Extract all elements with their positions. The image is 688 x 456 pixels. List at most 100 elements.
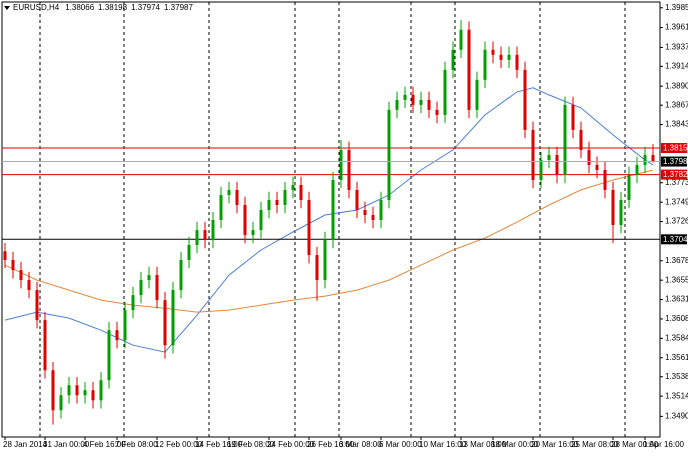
candle-body — [563, 104, 567, 175]
y-tick-label: 1.39140 — [665, 61, 688, 70]
chart-header: EURUSD,H4 1.38066 1.38198 1.37974 1.37987 — [13, 3, 193, 12]
candle — [451, 41, 455, 79]
candle — [467, 21, 471, 119]
candle-body — [51, 370, 55, 411]
x-tick-label: 10 Mar 16:00 — [419, 440, 467, 449]
candle — [267, 191, 271, 219]
candle-body — [187, 245, 191, 261]
moving-average — [4, 169, 654, 313]
candle-body — [611, 189, 615, 226]
candle-body — [491, 49, 495, 55]
period-separators — [39, 2, 626, 437]
level-label: 1.37829 — [663, 170, 688, 179]
candle — [195, 221, 199, 254]
candle — [435, 101, 439, 124]
plot-frame — [1, 1, 661, 438]
candle — [611, 181, 615, 244]
y-tick-label: 1.37730 — [665, 178, 688, 187]
candle — [315, 246, 319, 301]
candle-body — [43, 320, 47, 371]
candle-body — [451, 49, 455, 70]
candle — [3, 243, 7, 269]
candle-body — [179, 260, 183, 291]
candle — [235, 181, 239, 214]
y-tick-label: 1.35845 — [665, 333, 688, 342]
candle — [243, 196, 247, 244]
candle — [515, 46, 519, 79]
candle — [227, 181, 231, 204]
candle — [19, 261, 23, 289]
candle-body — [435, 109, 439, 115]
candle-body — [227, 189, 231, 195]
candle-body — [251, 230, 255, 236]
y-tick-label: 1.35145 — [665, 391, 688, 400]
candle-body — [475, 79, 479, 110]
candle-body — [651, 155, 655, 162]
candle-body — [323, 240, 327, 281]
candle — [339, 139, 343, 189]
x-tick-label: 31 Jan 00:00 — [43, 440, 90, 449]
x-tick-label: 28 Mar 00:00 — [611, 440, 659, 449]
candle — [443, 61, 447, 124]
y-tick-label: 1.39850 — [665, 3, 688, 12]
candle — [147, 266, 151, 289]
y-tick-label: 1.37260 — [665, 217, 688, 226]
candle — [619, 191, 623, 234]
y-tick-label: 1.35610 — [665, 353, 688, 362]
candle — [395, 91, 399, 119]
candle-body — [155, 275, 159, 301]
candle-body — [115, 330, 119, 341]
candle-body — [547, 154, 551, 160]
candle-body — [35, 290, 39, 321]
x-tick-label: 14 Feb 16:00 — [195, 440, 243, 449]
x-tick-label: 19 Feb 08:00 — [227, 440, 275, 449]
x-tick-label: 28 Jan 2014 — [3, 440, 48, 449]
x-tick-label: 1 Apr 16:00 — [643, 440, 684, 449]
candle-body — [307, 200, 311, 256]
candle — [299, 176, 303, 209]
candle — [523, 61, 527, 139]
candle — [59, 386, 63, 419]
symbol: EURUSD,H4 — [13, 3, 60, 12]
y-tick-label: 1.36080 — [665, 314, 688, 323]
candle — [67, 376, 71, 404]
y-tick-label: 1.37495 — [665, 197, 688, 206]
y-tick-label: 1.38435 — [665, 120, 688, 129]
candle — [651, 144, 655, 163]
x-tick-label: 26 Feb 16:00 — [307, 440, 355, 449]
candle — [275, 191, 279, 214]
candle — [35, 281, 39, 329]
candle — [427, 91, 431, 119]
candle-body — [587, 149, 591, 165]
candle-body — [291, 184, 295, 190]
y-tick-label: 1.39370 — [665, 43, 688, 52]
x-tick-label: 20 Mar 16:00 — [531, 440, 579, 449]
candle — [347, 141, 351, 199]
x-tick-label: 13 Mar 08:00 — [459, 440, 507, 449]
x-tick-label: 24 Feb 00:00 — [267, 440, 315, 449]
candle-body — [571, 104, 575, 130]
candle — [539, 151, 543, 189]
y-tick-label: 1.36785 — [665, 256, 688, 265]
candle — [555, 146, 559, 184]
candle — [187, 236, 191, 269]
candle — [155, 266, 159, 309]
candle — [379, 191, 383, 229]
candle — [211, 211, 215, 249]
candle-body — [603, 169, 607, 190]
candle — [219, 186, 223, 229]
candle — [307, 191, 311, 264]
candle — [27, 271, 31, 299]
candle-body — [443, 69, 447, 115]
candle-body — [499, 54, 503, 60]
candle-body — [531, 129, 535, 180]
candle-body — [219, 194, 223, 220]
x-tick-label: 4 Feb 16:00 — [83, 440, 126, 449]
candle-body — [163, 300, 167, 346]
candle — [107, 321, 111, 389]
candle-body — [483, 49, 487, 80]
candle — [507, 46, 511, 69]
candle — [387, 101, 391, 209]
candle — [627, 166, 631, 209]
